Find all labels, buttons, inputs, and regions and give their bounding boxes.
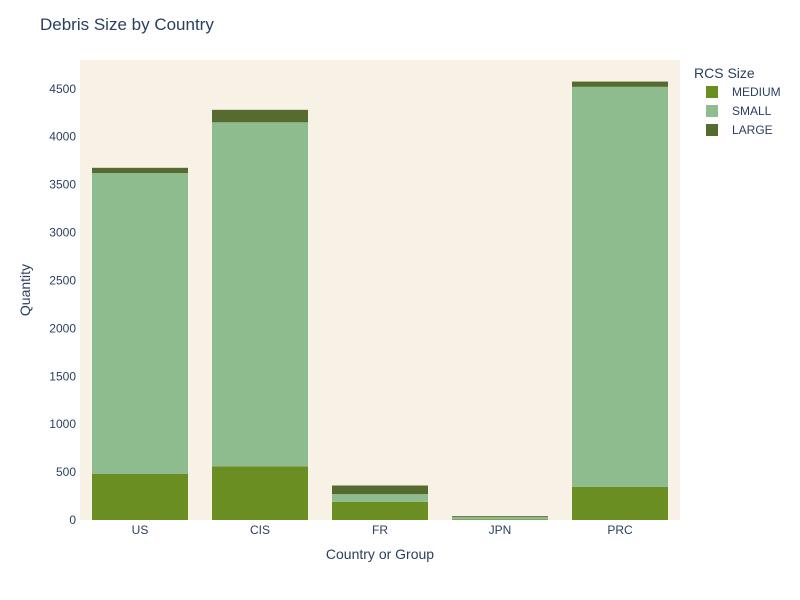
bar-large-fr [332,485,428,495]
legend-title: RCS Size [694,65,755,81]
legend-item-small[interactable]: SMALL [706,104,772,118]
bar-small-cis [212,122,308,467]
bar-large-prc [572,81,668,87]
y-tick-label: 4000 [49,130,76,144]
x-tick-label-prc: PRC [607,523,633,537]
bar-small-jpn [452,517,548,520]
x-tick-label-fr: FR [372,523,388,537]
y-tick-label: 1000 [49,417,76,431]
y-tick-label: 2000 [49,321,76,335]
y-tick-label: 0 [69,513,76,527]
legend-swatch [706,86,718,98]
chart-title: Debris Size by Country [40,15,214,34]
bar-small-us [92,173,188,475]
x-tick-label-jpn: JPN [489,523,512,537]
bar-small-fr [332,494,428,502]
y-axis-ticks: 0 500 1000 1500 2000 2500 3000 3500 4000 4500 [49,82,76,527]
bar-medium-us [92,474,188,520]
y-tick-label: 3000 [49,226,76,240]
legend-label: MEDIUM [732,85,781,99]
bar-large-us [92,167,188,174]
legend-label: SMALL [732,104,772,118]
y-axis-title: Quantity [17,264,33,316]
legend-label: LARGE [732,123,773,137]
bar-small-prc [572,86,668,487]
legend-item-medium[interactable]: MEDIUM [706,85,781,99]
legend-swatch [706,124,718,136]
bars-group [92,81,668,520]
x-tick-label-cis: CIS [250,523,270,537]
y-tick-label: 3500 [49,178,76,192]
legend: RCS Size MEDIUM SMALL LARGE [694,65,781,137]
y-tick-label: 4500 [49,82,76,96]
bar-medium-prc [572,486,668,520]
y-tick-label: 1500 [49,369,76,383]
bar-medium-fr [332,501,428,520]
x-tick-label-us: US [132,523,149,537]
legend-item-large[interactable]: LARGE [706,123,773,137]
x-axis-title: Country or Group [326,546,434,562]
bar-medium-cis [212,466,308,520]
legend-swatch [706,105,718,117]
bar-large-cis [212,109,308,123]
bar-large-jpn [452,516,548,518]
y-tick-label: 2500 [49,273,76,287]
x-axis-ticks: US CIS FR JPN PRC [132,523,633,537]
y-tick-label: 500 [56,465,76,479]
